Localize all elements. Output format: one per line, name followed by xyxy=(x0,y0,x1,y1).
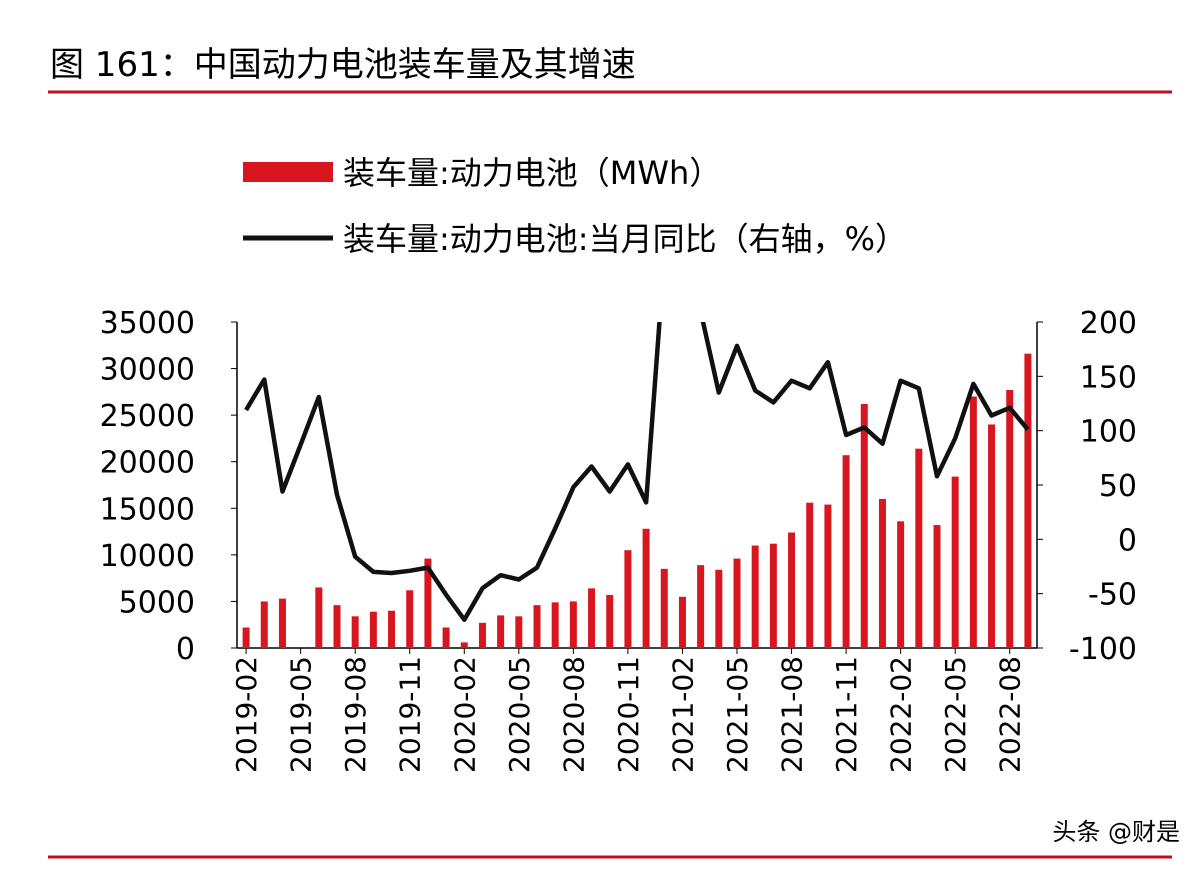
x-tick-label: 2021-08 xyxy=(776,656,809,773)
x-tick-label: 2022-08 xyxy=(994,656,1027,773)
bar xyxy=(369,611,377,648)
bar xyxy=(424,558,432,648)
bar xyxy=(478,622,486,648)
x-tick-label: 2020-08 xyxy=(557,656,590,773)
y2-tick-label: -50 xyxy=(1088,578,1137,613)
y-tick-label: 5000 xyxy=(119,585,195,620)
bar xyxy=(788,532,796,648)
y2-tick-label: 0 xyxy=(1118,523,1137,558)
bar xyxy=(242,627,250,648)
bar xyxy=(260,601,268,648)
bar xyxy=(642,528,650,648)
y2-tick-label: 200 xyxy=(1080,306,1137,341)
x-tick-label: 2019-11 xyxy=(394,656,427,773)
bar xyxy=(588,588,596,648)
y-tick-label: 30000 xyxy=(100,353,195,388)
y2-tick-label: 150 xyxy=(1080,360,1137,395)
watermark: 头条 @财是 xyxy=(1052,818,1180,846)
line xyxy=(244,322,1030,622)
legend-label: 装车量:动力电池（MWh） xyxy=(343,154,721,192)
bar xyxy=(933,525,941,648)
y2-tick-label: 100 xyxy=(1080,415,1137,450)
x-tick-label: 2021-11 xyxy=(830,656,863,773)
bar xyxy=(278,598,286,648)
x-tick-label: 2021-02 xyxy=(666,656,699,773)
bar xyxy=(460,642,468,648)
bar xyxy=(988,424,996,648)
bar xyxy=(951,476,959,648)
bar xyxy=(497,615,505,648)
bar xyxy=(569,601,577,648)
x-tick-label: 2019-02 xyxy=(230,656,263,773)
x-tick-label: 2019-05 xyxy=(285,656,318,773)
bar xyxy=(915,448,923,648)
bar xyxy=(769,543,777,648)
bar xyxy=(442,627,450,648)
bar xyxy=(824,504,832,648)
bar xyxy=(1024,353,1032,648)
bar xyxy=(806,502,814,648)
y2-tick-label: 50 xyxy=(1099,469,1137,504)
y-tick-label: 35000 xyxy=(100,306,195,341)
bar xyxy=(606,594,614,648)
bar xyxy=(751,545,759,648)
x-tick-label: 2021-05 xyxy=(721,656,754,773)
bar xyxy=(351,616,359,648)
legend-swatch xyxy=(243,162,333,182)
bar xyxy=(842,455,850,648)
x-tick-label: 2022-05 xyxy=(939,656,972,773)
bar xyxy=(388,610,396,648)
bar xyxy=(624,550,632,648)
chart-title: 图 161：中国动力电池装车量及其增速 xyxy=(50,45,636,85)
bar xyxy=(860,403,868,648)
bar xyxy=(1006,389,1014,648)
y-tick-label: 10000 xyxy=(100,539,195,574)
bar xyxy=(715,569,723,648)
bar xyxy=(660,568,668,648)
y-tick-label: 15000 xyxy=(100,492,195,527)
y2-tick-label: -100 xyxy=(1069,632,1137,667)
bar xyxy=(333,605,341,648)
legend-label: 装车量:动力电池:当月同比（右轴，%） xyxy=(343,220,907,258)
x-tick-label: 2020-05 xyxy=(503,656,536,773)
bar xyxy=(697,565,705,648)
x-tick-label: 2020-02 xyxy=(448,656,481,773)
y-tick-label: 25000 xyxy=(100,399,195,434)
bar xyxy=(406,590,414,648)
bar xyxy=(551,602,559,648)
x-tick-label: 2022-02 xyxy=(885,656,918,773)
y-tick-label: 20000 xyxy=(100,446,195,481)
x-tick-label: 2020-11 xyxy=(612,656,645,773)
bar xyxy=(969,396,977,648)
bar xyxy=(733,558,741,648)
bar xyxy=(315,587,323,648)
y-tick-label: 0 xyxy=(176,632,195,667)
x-tick-label: 2019-08 xyxy=(339,656,372,773)
plot-area xyxy=(242,322,1032,648)
bar xyxy=(897,521,905,648)
bar xyxy=(878,498,886,648)
bar xyxy=(515,616,523,648)
bar xyxy=(533,605,541,648)
bar xyxy=(678,596,686,648)
